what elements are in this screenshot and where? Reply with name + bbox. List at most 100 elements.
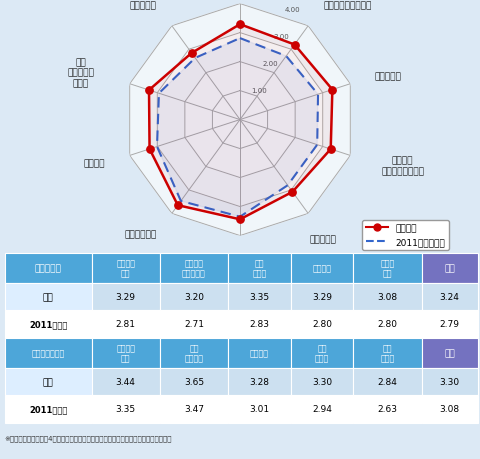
Bar xyxy=(92,338,160,369)
Text: 3.20: 3.20 xyxy=(184,293,204,302)
Bar xyxy=(228,338,291,369)
Legend: 損保平均, 2011全業界平均: 損保平均, 2011全業界平均 xyxy=(362,220,449,250)
Text: プロセス
（対応処理手順）: プロセス （対応処理手順） xyxy=(381,157,424,176)
Bar xyxy=(92,284,160,311)
Text: 損保: 損保 xyxy=(43,377,54,386)
Text: パフォーマンス: パフォーマンス xyxy=(32,348,65,358)
Bar xyxy=(421,284,478,311)
Point xyxy=(291,42,299,49)
Text: 2.94: 2.94 xyxy=(312,404,332,414)
Bar xyxy=(353,253,421,284)
Text: 2011全業界: 2011全業界 xyxy=(29,320,67,329)
Text: 顧客
満足度: 顧客 満足度 xyxy=(380,344,395,363)
Text: 損保: 損保 xyxy=(43,293,54,302)
Polygon shape xyxy=(213,91,267,149)
Bar xyxy=(421,311,478,338)
Bar xyxy=(160,253,228,284)
Bar xyxy=(291,311,353,338)
Bar xyxy=(160,338,228,369)
Bar xyxy=(421,369,478,396)
Bar xyxy=(228,311,291,338)
Bar xyxy=(5,338,92,369)
Text: プロセス: プロセス xyxy=(312,264,332,273)
Text: コミュニケーション: コミュニケーション xyxy=(323,1,372,11)
Text: 2.71: 2.71 xyxy=(184,320,204,329)
Bar xyxy=(291,396,353,423)
Text: 顧客満足度: 顧客満足度 xyxy=(130,1,157,11)
Text: 2.80: 2.80 xyxy=(377,320,397,329)
Text: 2.63: 2.63 xyxy=(377,404,397,414)
Text: 3.01: 3.01 xyxy=(249,404,269,414)
Text: 3.65: 3.65 xyxy=(184,377,204,386)
Bar xyxy=(160,369,228,396)
Polygon shape xyxy=(157,34,323,207)
Text: 3.28: 3.28 xyxy=(250,377,269,386)
Text: 電話放棄呼率: 電話放棄呼率 xyxy=(125,230,157,239)
Bar xyxy=(5,396,92,423)
Text: 初回
解決率: 初回 解決率 xyxy=(315,344,329,363)
Bar xyxy=(228,253,291,284)
Text: 通話時間: 通話時間 xyxy=(250,348,269,358)
Polygon shape xyxy=(130,5,350,236)
Text: 3.30: 3.30 xyxy=(440,377,460,386)
Bar xyxy=(5,369,92,396)
Bar xyxy=(92,311,160,338)
Text: 困難な
対応: 困難な 対応 xyxy=(380,259,395,278)
Text: 3.24: 3.24 xyxy=(440,293,459,302)
Point xyxy=(145,87,153,95)
Polygon shape xyxy=(157,39,318,217)
Bar xyxy=(160,311,228,338)
Text: 3.08: 3.08 xyxy=(440,404,460,414)
Bar xyxy=(92,396,160,423)
Point xyxy=(174,202,181,209)
Text: 2011全業界: 2011全業界 xyxy=(29,404,67,414)
Point xyxy=(146,146,154,153)
Text: 2.81: 2.81 xyxy=(116,320,136,329)
Bar xyxy=(5,311,92,338)
Bar xyxy=(421,338,478,369)
Text: 3.29: 3.29 xyxy=(116,293,136,302)
Text: 対応
スキル: 対応 スキル xyxy=(252,259,266,278)
Text: 通話時間: 通話時間 xyxy=(84,159,106,168)
Bar xyxy=(291,253,353,284)
Bar xyxy=(291,369,353,396)
Bar xyxy=(421,396,478,423)
Bar xyxy=(228,284,291,311)
Point xyxy=(236,22,244,29)
Bar xyxy=(353,284,421,311)
Text: 対応スキル: 対応スキル xyxy=(374,72,401,81)
Text: 2.79: 2.79 xyxy=(440,320,460,329)
Text: 平均応答
速度: 平均応答 速度 xyxy=(116,344,135,363)
Text: ※各評価項目の数値は4点満点の評価得点で、一般審査員と専門審査員の平均値を示す: ※各評価項目の数値は4点満点の評価得点で、一般審査員と専門審査員の平均値を示す xyxy=(5,435,172,442)
Bar xyxy=(291,338,353,369)
Bar xyxy=(92,253,160,284)
Bar xyxy=(228,369,291,396)
Text: 2.83: 2.83 xyxy=(250,320,269,329)
Point xyxy=(288,189,296,196)
Bar xyxy=(291,284,353,311)
Bar xyxy=(5,253,92,284)
Bar xyxy=(228,396,291,423)
Bar xyxy=(353,396,421,423)
Text: サービス
体制: サービス 体制 xyxy=(116,259,135,278)
Text: 3.35: 3.35 xyxy=(116,404,136,414)
Text: コミュニ
ケーション: コミュニ ケーション xyxy=(182,259,206,278)
Bar xyxy=(5,284,92,311)
Bar xyxy=(92,369,160,396)
Text: 2.80: 2.80 xyxy=(312,320,332,329)
Text: 平均応答速度: 平均応答速度 xyxy=(224,262,256,270)
Text: 合計: 合計 xyxy=(444,348,455,358)
Text: 3.47: 3.47 xyxy=(184,404,204,414)
Text: 2.84: 2.84 xyxy=(378,377,397,386)
Polygon shape xyxy=(185,62,295,178)
Text: 困難な対応: 困難な対応 xyxy=(310,235,336,243)
Text: 初回
コンタクト
解決率: 初回 コンタクト 解決率 xyxy=(68,58,95,88)
Point xyxy=(188,50,195,57)
Text: 3.44: 3.44 xyxy=(116,377,135,386)
Bar xyxy=(353,338,421,369)
Point xyxy=(327,146,335,153)
Text: 3.08: 3.08 xyxy=(377,293,397,302)
Point xyxy=(236,216,244,224)
Bar xyxy=(353,311,421,338)
Text: 3.30: 3.30 xyxy=(312,377,332,386)
